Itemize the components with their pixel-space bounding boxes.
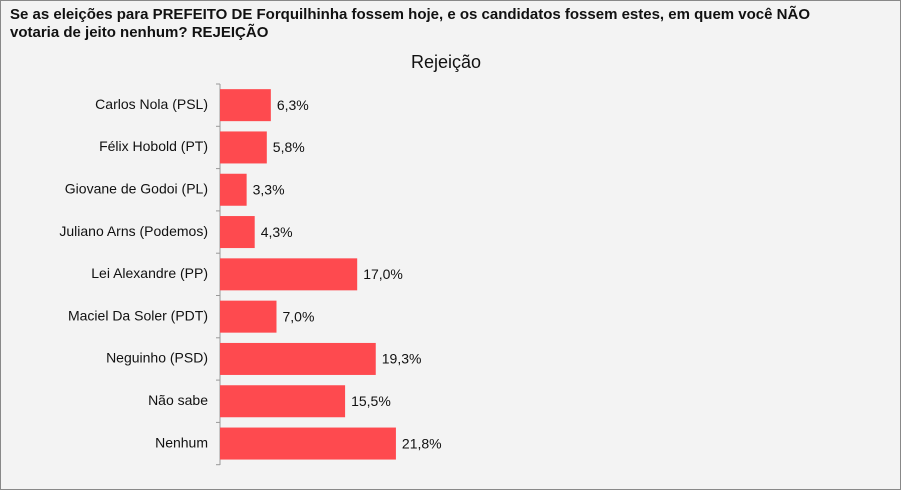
bar bbox=[220, 258, 358, 291]
category-label: Não sabe bbox=[148, 392, 208, 408]
bar bbox=[220, 342, 376, 375]
category-label: Maciel Da Soler (PDT) bbox=[68, 307, 208, 323]
bar bbox=[220, 216, 255, 249]
category-label: Félix Hobold (PT) bbox=[99, 138, 208, 154]
value-label: 21,8% bbox=[402, 435, 442, 451]
value-label: 5,8% bbox=[273, 139, 305, 155]
category-label: Giovane de Godoi (PL) bbox=[65, 180, 208, 196]
value-label: 15,5% bbox=[351, 393, 391, 409]
category-label: Nenhum bbox=[155, 434, 208, 450]
category-label: Neguinho (PSD) bbox=[106, 350, 208, 366]
bar bbox=[220, 173, 247, 206]
bar bbox=[220, 300, 277, 333]
value-label: 7,0% bbox=[282, 308, 314, 324]
value-label: 3,3% bbox=[253, 181, 285, 197]
bar bbox=[220, 89, 271, 122]
category-label: Juliano Arns (Podemos) bbox=[59, 223, 208, 239]
category-label: Carlos Nola (PSL) bbox=[95, 96, 208, 112]
value-label: 19,3% bbox=[382, 351, 422, 367]
value-label: 6,3% bbox=[277, 97, 309, 113]
bar bbox=[220, 427, 396, 460]
question-title: Se as eleições para PREFEITO DE Forquilh… bbox=[10, 6, 810, 41]
bar bbox=[220, 131, 267, 164]
value-label: 17,0% bbox=[363, 266, 403, 282]
bar bbox=[220, 385, 346, 418]
chart-title: Rejeição bbox=[411, 52, 481, 72]
category-label: Lei Alexandre (PP) bbox=[91, 265, 208, 281]
value-label: 4,3% bbox=[261, 224, 293, 240]
